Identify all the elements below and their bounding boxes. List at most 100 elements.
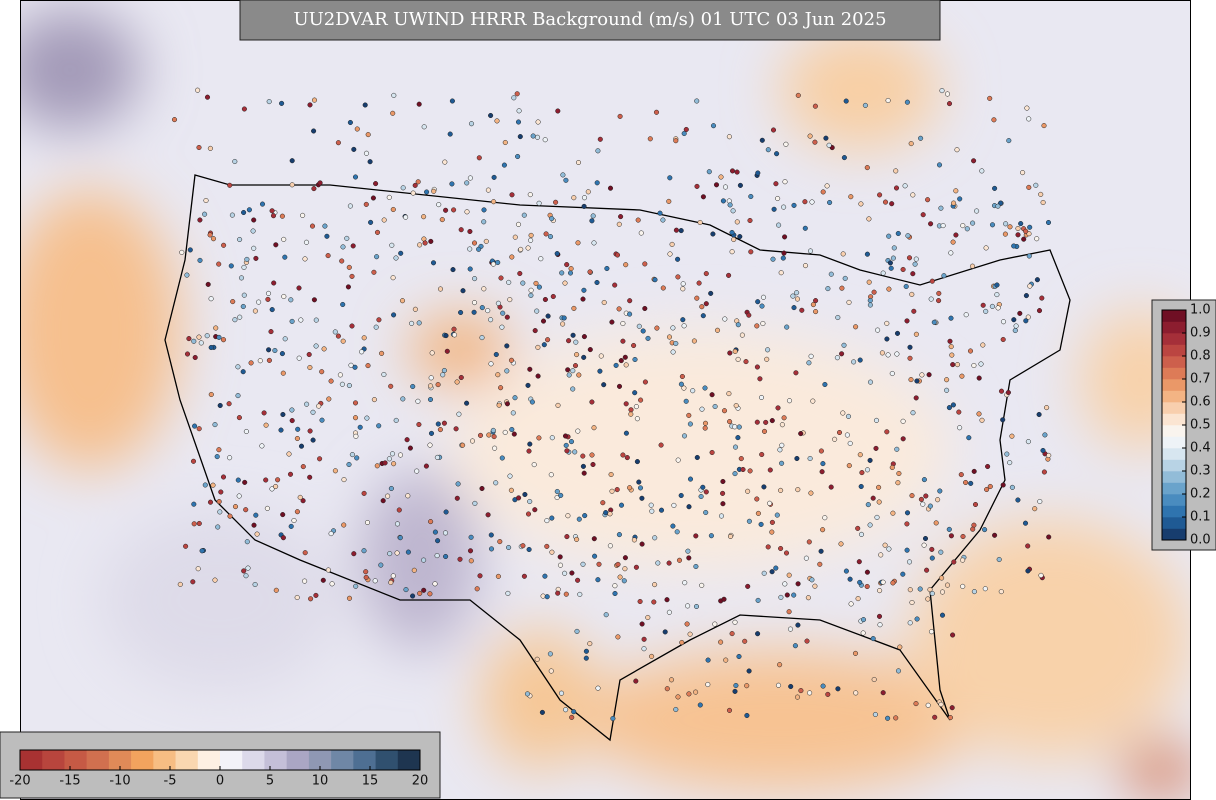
observation-dot bbox=[637, 485, 644, 491]
observation-dot bbox=[798, 431, 804, 437]
observation-dot bbox=[357, 424, 363, 430]
observation-dot bbox=[867, 522, 873, 528]
observation-dot bbox=[607, 543, 613, 549]
observation-dot bbox=[907, 587, 913, 593]
observation-dot bbox=[882, 542, 888, 548]
observation-dot bbox=[879, 350, 885, 356]
observation-dot bbox=[263, 477, 269, 483]
observation-dot bbox=[681, 385, 687, 391]
observation-dot bbox=[350, 243, 356, 249]
observation-dot bbox=[743, 359, 749, 365]
observation-dot bbox=[282, 254, 288, 260]
observation-dot bbox=[1046, 534, 1052, 540]
observation-dot bbox=[876, 613, 883, 619]
observation-dot bbox=[950, 362, 956, 368]
observation-dot bbox=[900, 418, 906, 424]
observation-dot bbox=[721, 596, 727, 602]
observation-dot bbox=[390, 275, 396, 281]
observation-dot bbox=[876, 484, 882, 490]
observation-dot bbox=[507, 473, 513, 479]
observation-dot bbox=[535, 373, 541, 379]
observation-dot bbox=[562, 570, 568, 576]
observation-dot bbox=[288, 297, 294, 303]
observation-dot bbox=[873, 445, 879, 451]
observation-dot bbox=[1013, 323, 1019, 329]
observation-dot bbox=[435, 421, 441, 427]
observation-dot bbox=[729, 168, 736, 174]
observation-dot bbox=[846, 299, 852, 305]
observation-dot bbox=[1000, 319, 1007, 325]
observation-dot bbox=[652, 535, 658, 541]
observation-dot bbox=[941, 273, 947, 279]
colorbar-segment bbox=[286, 750, 310, 770]
observation-dot bbox=[1015, 232, 1021, 238]
observation-dot bbox=[515, 221, 522, 227]
observation-dot bbox=[705, 681, 711, 688]
observation-dot bbox=[229, 212, 235, 218]
observation-dot bbox=[680, 281, 686, 287]
observation-dot bbox=[549, 549, 555, 555]
observation-dot bbox=[344, 235, 350, 241]
observation-dot bbox=[437, 427, 443, 433]
observation-dot bbox=[807, 133, 813, 139]
observation-dot bbox=[658, 507, 665, 513]
observation-dot bbox=[393, 255, 399, 261]
observation-dot bbox=[512, 395, 518, 401]
observation-dot bbox=[992, 185, 998, 191]
observation-dot bbox=[784, 324, 790, 330]
observation-dot bbox=[828, 271, 834, 277]
observation-dot bbox=[654, 325, 660, 331]
observation-dot bbox=[1041, 469, 1047, 475]
observation-dot bbox=[544, 518, 550, 524]
observation-dot bbox=[1038, 572, 1044, 578]
observation-dot bbox=[492, 445, 498, 451]
observation-dot bbox=[826, 142, 832, 148]
observation-dot bbox=[440, 372, 446, 378]
observation-dot bbox=[781, 250, 787, 256]
observation-dot bbox=[363, 569, 369, 575]
observation-dot bbox=[291, 517, 297, 524]
observation-dot bbox=[933, 520, 939, 526]
observation-dot bbox=[852, 650, 859, 656]
observation-dot bbox=[522, 491, 528, 498]
observation-dot bbox=[769, 418, 775, 424]
observation-dot bbox=[873, 417, 880, 423]
observation-dot bbox=[412, 182, 418, 188]
observation-dot bbox=[235, 364, 241, 370]
colorbar-segment bbox=[42, 750, 65, 770]
observation-dot bbox=[744, 712, 750, 719]
observation-dot bbox=[248, 360, 254, 366]
observation-dot bbox=[832, 436, 838, 442]
observation-dot bbox=[421, 214, 427, 220]
observation-dot bbox=[317, 456, 323, 462]
observation-dot bbox=[508, 357, 515, 363]
observation-dot bbox=[266, 347, 272, 353]
observation-dot bbox=[576, 516, 582, 522]
observation-dot bbox=[191, 501, 197, 507]
observation-dot bbox=[521, 212, 527, 218]
observation-dot bbox=[547, 651, 553, 657]
observation-dot bbox=[365, 363, 371, 369]
observation-dot bbox=[472, 276, 478, 282]
observation-dot bbox=[839, 351, 845, 357]
observation-dot bbox=[326, 396, 332, 402]
observation-dot bbox=[411, 567, 417, 573]
observation-dot bbox=[874, 514, 880, 520]
observation-dot bbox=[391, 92, 397, 98]
observation-dot bbox=[373, 181, 379, 187]
observation-dot bbox=[949, 705, 955, 711]
observation-dot bbox=[287, 471, 294, 477]
observation-dot bbox=[468, 558, 474, 564]
observation-dot bbox=[187, 247, 193, 253]
observation-dot bbox=[680, 286, 686, 292]
observation-dot bbox=[216, 261, 222, 267]
observation-dot bbox=[594, 279, 600, 286]
observation-dot bbox=[428, 375, 434, 381]
observation-dot bbox=[662, 629, 668, 635]
observation-dot bbox=[488, 112, 494, 119]
observation-dot bbox=[269, 486, 275, 492]
observation-dot bbox=[698, 493, 704, 500]
observation-dot bbox=[351, 551, 357, 557]
observation-dot bbox=[1046, 452, 1052, 458]
observation-dot bbox=[216, 447, 222, 453]
